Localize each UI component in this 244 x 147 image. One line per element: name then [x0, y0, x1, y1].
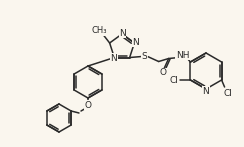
Text: N: N [111, 54, 117, 62]
Text: O: O [159, 68, 166, 77]
Text: N: N [119, 29, 126, 38]
Text: NH: NH [176, 51, 189, 60]
Text: CH₃: CH₃ [92, 26, 107, 35]
Text: Cl: Cl [223, 88, 232, 97]
Text: O: O [84, 101, 92, 110]
Text: N: N [203, 86, 209, 96]
Text: Cl: Cl [170, 76, 179, 85]
Text: N: N [132, 38, 139, 47]
Text: S: S [142, 52, 148, 61]
